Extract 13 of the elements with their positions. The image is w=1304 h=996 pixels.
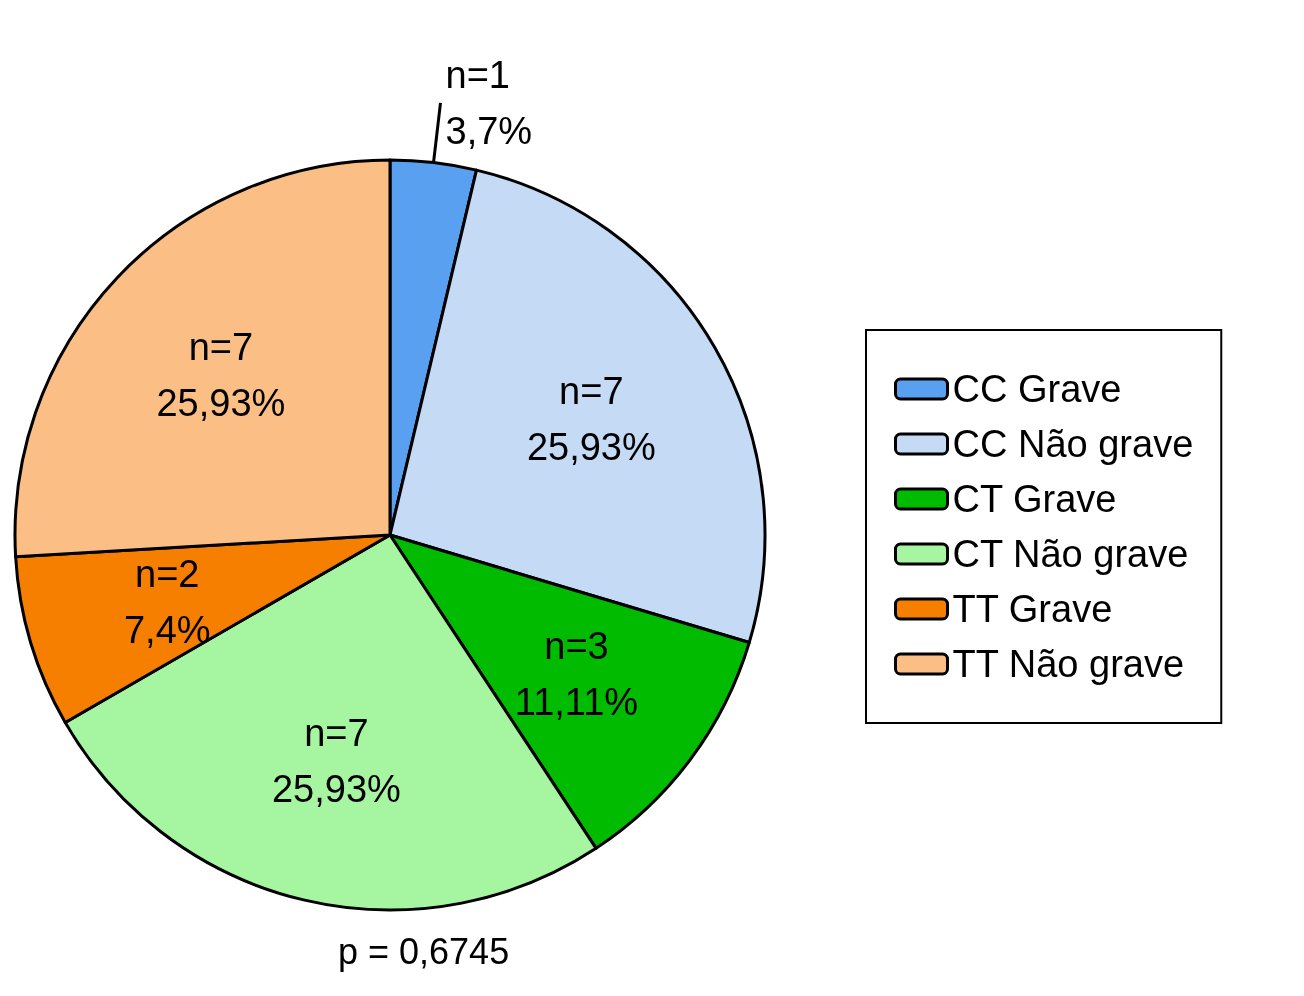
data-label: n=1 3,7%	[445, 53, 533, 152]
legend-label: CC Não grave	[952, 423, 1194, 465]
legend-label: CC Grave	[952, 368, 1122, 410]
data-label: n=2 7,4%	[123, 552, 211, 651]
legend-label: CT Não grave	[952, 533, 1189, 575]
legend-label: TT Não grave	[952, 643, 1185, 685]
legend-label: CT Grave	[952, 478, 1117, 520]
data-label: n=7 25,93%	[271, 712, 401, 811]
legend-label: TT Grave	[952, 588, 1113, 630]
data-label: n=7 25,93%	[156, 326, 286, 425]
data-label: n=7 25,93%	[526, 369, 656, 468]
data-label: n=3 11,11%	[514, 624, 639, 723]
text: p = 0,6745	[338, 930, 510, 972]
